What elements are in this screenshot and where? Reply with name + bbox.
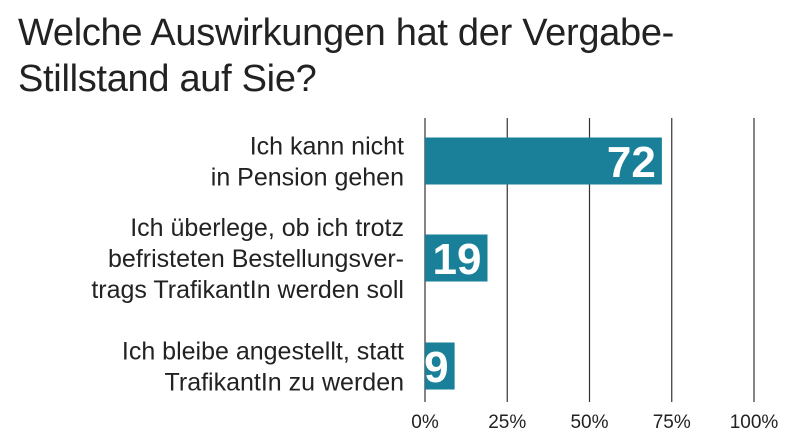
bar-3 bbox=[425, 342, 455, 390]
chart-title-line-1: Welche Auswirkungen hat der Vergabe- bbox=[18, 12, 675, 54]
category-label-2-line-3: trags TrafikantIn werden soll bbox=[91, 276, 404, 304]
bar-1 bbox=[425, 137, 662, 185]
category-labels: Ich kann nicht in Pension gehen Ich überle… bbox=[91, 133, 404, 397]
category-label-2-line-1: Ich überlege, ob ich trotz bbox=[130, 214, 404, 242]
x-axis-ticks: 0% 25% 50% 75% 100% bbox=[411, 412, 778, 433]
tick-label-75: 75% bbox=[653, 412, 691, 433]
category-label-1-line-2: in Pension gehen bbox=[211, 164, 404, 192]
category-label-3-line-2: TrafikantIn zu werden bbox=[165, 369, 404, 397]
bar-value-label-3: 9 bbox=[424, 343, 448, 392]
tick-label-50: 50% bbox=[570, 412, 608, 433]
category-label-3-line-1: Ich bleibe angestellt, statt bbox=[122, 338, 404, 366]
category-label-1-line-1: Ich kann nicht bbox=[250, 133, 404, 161]
chart-title-line-2: Stillstand auf Sie? bbox=[18, 58, 317, 100]
bar-2 bbox=[425, 234, 488, 282]
bars: 72 19 9 bbox=[424, 137, 662, 392]
chart-title: Welche Auswirkungen hat der Vergabe- Sti… bbox=[18, 10, 778, 102]
bar-value-label-1: 72 bbox=[607, 138, 656, 187]
bar-value-label-2: 19 bbox=[433, 235, 482, 284]
category-label-2-line-2: befristeten Bestellungsver- bbox=[108, 245, 404, 273]
tick-label-25: 25% bbox=[488, 412, 526, 433]
tick-label-0: 0% bbox=[411, 412, 439, 433]
tick-label-100: 100% bbox=[730, 412, 779, 433]
